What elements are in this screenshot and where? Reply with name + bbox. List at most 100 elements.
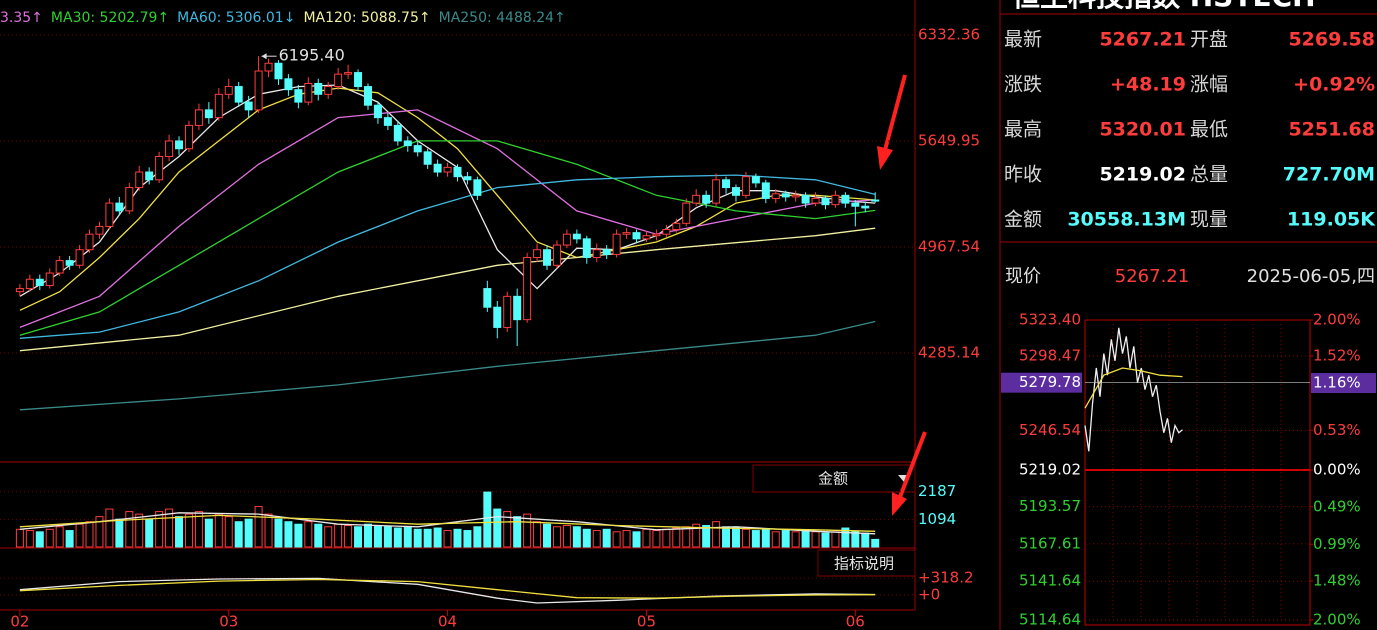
quote-label: 开盘 — [1190, 29, 1228, 51]
volume-bar — [692, 523, 701, 548]
quote-label: 涨幅 — [1190, 74, 1228, 96]
y2-tick-label: 1.48% — [1313, 572, 1361, 590]
indicator-help-button[interactable] — [817, 549, 916, 577]
candle-body — [533, 249, 542, 258]
candle-body — [423, 151, 432, 165]
volume-bar — [712, 521, 721, 548]
volume-bar — [831, 531, 840, 548]
y-tick-label: 5114.64 — [1019, 611, 1081, 629]
line-series — [19, 320, 876, 411]
legend-entry: 3.35↑ — [0, 10, 43, 26]
y-tick-label: 5649.95 — [918, 131, 980, 149]
candle-body — [443, 166, 452, 173]
candle-body — [344, 72, 353, 75]
y2-tick-label: 1.52% — [1313, 347, 1361, 365]
candle-body — [55, 260, 64, 274]
high-label: 6195.40 — [279, 46, 345, 65]
line-series — [19, 512, 876, 535]
candle-body — [35, 278, 44, 286]
candle-body — [473, 179, 482, 196]
candle-body — [264, 62, 273, 72]
volume-bar — [463, 530, 472, 548]
candle-body — [811, 197, 820, 204]
volume-bar — [423, 528, 432, 548]
candle-body — [582, 238, 591, 258]
quote-label: 金额 — [1004, 209, 1042, 231]
candle-body — [543, 249, 552, 266]
volume-bar — [751, 530, 760, 548]
candle-body — [45, 272, 54, 286]
candle-body — [184, 124, 193, 150]
volume-bar — [145, 518, 154, 548]
candle-body — [383, 117, 392, 126]
candle-body — [592, 249, 601, 258]
quote-label: 涨跌 — [1004, 74, 1042, 96]
volume-bar — [354, 526, 363, 548]
volume-bar — [115, 518, 124, 548]
y-tick-label: 5141.64 — [1019, 572, 1081, 590]
legend-entry: MA60: 5306.01↓ — [177, 10, 295, 26]
candle-body — [145, 171, 154, 181]
volume-bar — [234, 521, 243, 548]
candle-body — [741, 176, 750, 196]
volume-bar — [572, 526, 581, 548]
volume-bar — [722, 526, 731, 548]
candle-body — [642, 235, 651, 240]
y2-tick-label: 0.00% — [1313, 461, 1361, 479]
line-series — [19, 174, 876, 339]
quote-value: +48.19 — [1110, 74, 1186, 96]
x-tick-label: 05 — [637, 613, 656, 630]
candle-body — [503, 295, 512, 328]
quote-value: 119.05K — [1287, 209, 1376, 231]
candle-body — [483, 288, 492, 308]
annotation-arrow — [883, 74, 907, 151]
x-tick-label: 03 — [219, 613, 238, 630]
quote-label: 现量 — [1190, 209, 1228, 231]
volume-bar — [602, 528, 611, 548]
line-series — [19, 87, 876, 311]
volume-bar — [25, 530, 34, 548]
volume-bar — [433, 527, 442, 548]
volume-bar — [403, 526, 412, 548]
volume-bar — [314, 523, 323, 548]
volume-bar — [543, 523, 552, 548]
volume-bar — [55, 526, 64, 548]
candle-body — [224, 86, 233, 95]
candle-body — [75, 249, 84, 266]
candle-body — [204, 109, 213, 119]
volume-bar — [324, 526, 333, 548]
candle-body — [165, 140, 174, 157]
candle-body — [602, 249, 611, 255]
candle-body — [702, 194, 711, 204]
volume-bar — [304, 521, 313, 548]
volume-bar — [761, 528, 770, 548]
annotation-arrow — [898, 431, 927, 498]
candle-body — [194, 109, 203, 126]
quote-value: +0.92% — [1293, 74, 1375, 96]
quote-value: 5267.21 — [1099, 29, 1186, 51]
candle-body — [105, 202, 114, 227]
candle-body — [831, 194, 840, 206]
volume-bar — [811, 531, 820, 548]
volume-bar — [105, 508, 114, 548]
quote-label: 总量 — [1190, 164, 1228, 186]
x-tick-label: 04 — [438, 613, 457, 630]
quote-label: 昨收 — [1004, 164, 1042, 186]
candle-body — [403, 140, 412, 147]
amount-dropdown[interactable] — [752, 464, 916, 493]
volume-bar — [473, 526, 482, 548]
y-tick-label: +318.2 — [918, 569, 974, 587]
candle-body — [25, 278, 34, 290]
volume-bar — [254, 506, 263, 548]
candle-body — [841, 194, 850, 204]
volume-bar — [334, 523, 343, 548]
candle-body — [65, 260, 74, 266]
candle-body — [712, 179, 721, 204]
volume-bar — [562, 524, 571, 548]
volume-bar — [35, 531, 44, 548]
volume-bar — [662, 528, 671, 548]
volume-bar — [453, 528, 462, 548]
volume-bar — [642, 528, 651, 548]
y-tick-label: 4967.54 — [918, 237, 980, 255]
quote-value: 727.70M — [1283, 164, 1375, 186]
